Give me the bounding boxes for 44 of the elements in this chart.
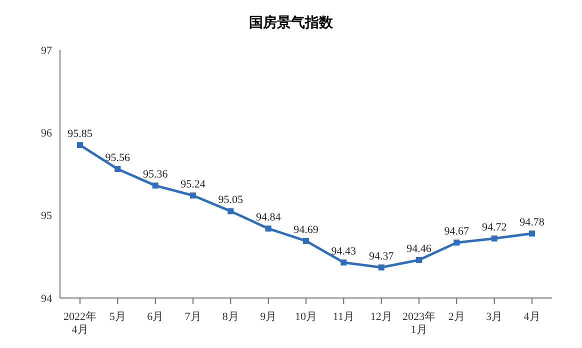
y-tick-label: 94 (41, 292, 52, 305)
data-label: 94.69 (294, 224, 319, 236)
point (340, 259, 347, 266)
point (378, 264, 384, 270)
point (454, 240, 460, 246)
point (491, 235, 498, 242)
data-label: 94.37 (368, 250, 394, 262)
data-label: 94.84 (256, 212, 282, 224)
data-label: 94.72 (482, 221, 507, 234)
x-tick-label: 11月 (332, 311, 354, 323)
point (416, 256, 422, 263)
data-label: 94.43 (331, 245, 357, 258)
data-label: 94.46 (406, 242, 432, 255)
x-tick-label: 3月 (486, 311, 503, 323)
data-label: 95.56 (105, 152, 131, 164)
y-tick-label: 97 (41, 44, 52, 57)
point (77, 142, 83, 148)
point (303, 238, 309, 244)
y-tick-label: 96 (41, 128, 52, 140)
data-label: 95.36 (142, 168, 168, 181)
point (529, 230, 535, 237)
x-tick-label: 5月 (109, 311, 126, 323)
x-tick-label: 2022年 4月 (64, 311, 96, 336)
point (190, 192, 196, 198)
point (114, 166, 121, 172)
data-label: 95.24 (180, 178, 206, 190)
x-tick-label: 2月 (448, 311, 465, 323)
x-tick-label: 6月 (147, 311, 164, 323)
x-tick-label: 4月 (524, 311, 540, 323)
x-tick-label: 8月 (222, 311, 239, 323)
x-tick-label: 12月 (370, 311, 392, 323)
chart-title: 国房景气指数 (248, 14, 334, 33)
x-tick-label: 2023年 1月 (402, 311, 436, 336)
point (152, 182, 158, 189)
data-label: 94.67 (444, 226, 470, 238)
point (265, 226, 272, 232)
data-label: 94.78 (520, 216, 545, 229)
x-tick-label: 7月 (184, 311, 202, 323)
x-tick-label: 10月 (295, 311, 317, 323)
data-label: 95.05 (218, 194, 244, 206)
y-tick-label: 95 (41, 210, 52, 222)
data-label: 95.85 (68, 128, 93, 140)
x-tick-label: 9月 (260, 311, 277, 323)
point (228, 208, 234, 214)
